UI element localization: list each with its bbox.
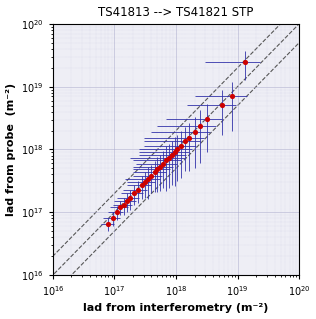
Point bbox=[167, 155, 172, 160]
Point bbox=[182, 139, 187, 144]
Y-axis label: lad from probe  (m⁻²): lad from probe (m⁻²) bbox=[6, 83, 15, 216]
Point bbox=[229, 94, 234, 99]
Point bbox=[192, 130, 197, 135]
Point bbox=[132, 191, 137, 196]
Point bbox=[149, 173, 154, 178]
Point bbox=[169, 152, 174, 158]
Point bbox=[186, 135, 191, 140]
Point bbox=[172, 150, 177, 155]
Point bbox=[122, 203, 127, 208]
Point bbox=[139, 183, 144, 188]
Point bbox=[135, 187, 140, 192]
Point bbox=[111, 216, 116, 221]
Title: TS41813 --> TS41821 STP: TS41813 --> TS41821 STP bbox=[98, 5, 254, 19]
Point bbox=[164, 158, 169, 163]
Point bbox=[175, 146, 180, 152]
Point bbox=[242, 59, 247, 64]
Point bbox=[157, 165, 162, 170]
Point bbox=[155, 167, 160, 172]
Point bbox=[128, 195, 133, 200]
Point bbox=[152, 170, 157, 175]
Point bbox=[219, 102, 224, 107]
Point bbox=[118, 205, 123, 210]
Point bbox=[106, 221, 111, 226]
Point bbox=[142, 180, 147, 185]
Point bbox=[145, 176, 150, 182]
Point bbox=[198, 123, 203, 128]
X-axis label: lad from interferometry (m⁻²): lad from interferometry (m⁻²) bbox=[83, 303, 269, 314]
Point bbox=[125, 199, 130, 204]
Point bbox=[178, 143, 183, 148]
Point bbox=[114, 210, 119, 215]
Point bbox=[204, 116, 210, 121]
Point bbox=[161, 161, 166, 167]
